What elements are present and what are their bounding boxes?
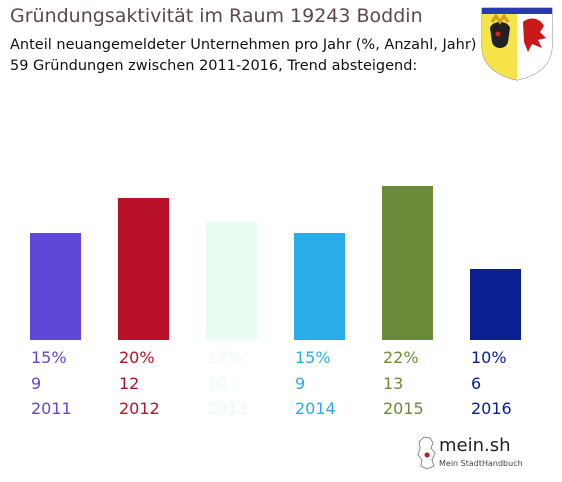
germany-map-icon	[417, 436, 436, 470]
chart-subtitle: Anteil neuangemeldeter Unternehmen pro J…	[10, 37, 477, 53]
bar-count-label: 13	[383, 374, 404, 393]
bar-2013	[206, 222, 257, 340]
bar-2015	[382, 186, 433, 340]
bar-year-label: 2016	[471, 399, 512, 418]
bar-2011	[30, 233, 81, 340]
chart-title: Gründungsaktivität im Raum 19243 Boddin	[10, 5, 423, 27]
bar-count-label: 6	[471, 374, 482, 393]
bar-2014	[294, 233, 345, 340]
logo-wordmark: mein.sh	[439, 435, 511, 456]
coat-of-arms-icon	[481, 7, 553, 81]
bar-2012	[118, 198, 169, 340]
bar-count-label: 9	[31, 374, 42, 393]
mein-sh-logo: mein.sh Mein StadtHandbuch	[408, 432, 528, 474]
bar-count-label: 9	[295, 374, 306, 393]
bar-year-label: 2013	[207, 399, 248, 418]
bar-percent-label: 22%	[383, 348, 419, 367]
chart-summary: 59 Gründungen zwischen 2011-2016, Trend …	[10, 58, 418, 74]
bar-2016	[470, 269, 521, 340]
bar-percent-label: 15%	[295, 348, 331, 367]
bar-year-label: 2014	[295, 399, 336, 418]
bar-percent-label: 17%	[207, 348, 243, 367]
bar-percent-label: 20%	[119, 348, 155, 367]
bar-year-label: 2015	[383, 399, 424, 418]
bar-year-label: 2011	[31, 399, 72, 418]
bar-percent-label: 10%	[471, 348, 507, 367]
bar-count-label: 12	[119, 374, 140, 393]
bar-year-label: 2012	[119, 399, 160, 418]
bar-count-label: 10	[207, 374, 228, 393]
logo-tagline: Mein StadtHandbuch	[439, 459, 523, 468]
bar-percent-label: 15%	[31, 348, 67, 367]
